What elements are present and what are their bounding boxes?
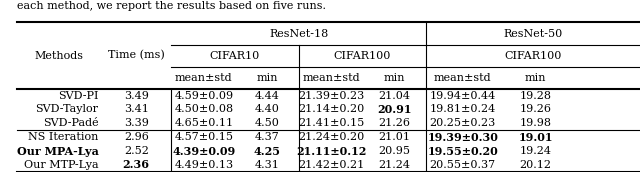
Text: 21.11±0.12: 21.11±0.12 (296, 146, 366, 157)
Text: Methods: Methods (35, 51, 83, 61)
Text: 4.59±0.09: 4.59±0.09 (174, 90, 234, 100)
Text: min: min (525, 73, 547, 83)
Text: 19.98: 19.98 (520, 118, 552, 128)
Text: 19.01: 19.01 (518, 132, 553, 143)
Text: 2.52: 2.52 (124, 146, 148, 156)
Text: 20.25±0.23: 20.25±0.23 (429, 118, 496, 128)
Text: 3.39: 3.39 (124, 118, 148, 128)
Text: 20.91: 20.91 (377, 104, 412, 115)
Text: 3.49: 3.49 (124, 90, 148, 100)
Text: mean±std: mean±std (302, 73, 360, 83)
Text: CIFAR100: CIFAR100 (504, 51, 561, 61)
Text: 21.26: 21.26 (378, 118, 410, 128)
Text: 4.49±0.13: 4.49±0.13 (174, 160, 234, 170)
Text: 4.31: 4.31 (255, 160, 280, 170)
Text: 19.39±0.30: 19.39±0.30 (428, 132, 498, 143)
Text: 21.14±0.20: 21.14±0.20 (298, 104, 364, 114)
Text: 3.41: 3.41 (124, 104, 148, 114)
Text: 2.36: 2.36 (123, 159, 150, 170)
Text: 4.37: 4.37 (255, 132, 280, 142)
Text: Time (ms): Time (ms) (108, 50, 164, 61)
Text: CIFAR10: CIFAR10 (210, 51, 260, 61)
Text: 4.44: 4.44 (255, 90, 280, 100)
Text: 4.50: 4.50 (255, 118, 280, 128)
Text: mean±std: mean±std (434, 73, 492, 83)
Text: 21.04: 21.04 (378, 90, 410, 100)
Text: NS Iteration: NS Iteration (28, 132, 99, 142)
Text: 20.55±0.37: 20.55±0.37 (429, 160, 496, 170)
Text: 20.12: 20.12 (520, 160, 552, 170)
Text: 19.26: 19.26 (520, 104, 552, 114)
Text: 20.95: 20.95 (378, 146, 410, 156)
Text: 21.24: 21.24 (378, 160, 410, 170)
Text: each method, we report the results based on five runs.: each method, we report the results based… (17, 1, 326, 11)
Text: 19.94±0.44: 19.94±0.44 (429, 90, 496, 100)
Text: 21.24±0.20: 21.24±0.20 (298, 132, 364, 142)
Text: CIFAR100: CIFAR100 (333, 51, 391, 61)
Text: 4.65±0.11: 4.65±0.11 (174, 118, 234, 128)
Text: 21.01: 21.01 (378, 132, 410, 142)
Text: 21.41±0.15: 21.41±0.15 (298, 118, 364, 128)
Text: min: min (257, 73, 278, 83)
Text: ResNet-18: ResNet-18 (269, 29, 328, 39)
Text: 4.57±0.15: 4.57±0.15 (174, 132, 234, 142)
Text: 4.39±0.09: 4.39±0.09 (172, 146, 236, 157)
Text: Our MPA-Lya: Our MPA-Lya (17, 146, 99, 157)
Text: 21.42±0.21: 21.42±0.21 (298, 160, 364, 170)
Text: SVD-Taylor: SVD-Taylor (36, 104, 99, 114)
Text: 19.24: 19.24 (520, 146, 552, 156)
Text: Our MTP-Lya: Our MTP-Lya (24, 160, 99, 170)
Text: SVD-Padé: SVD-Padé (43, 118, 99, 128)
Text: 2.96: 2.96 (124, 132, 148, 142)
Text: min: min (384, 73, 405, 83)
Text: 4.25: 4.25 (254, 146, 281, 157)
Text: 4.40: 4.40 (255, 104, 280, 114)
Text: 4.50±0.08: 4.50±0.08 (174, 104, 234, 114)
Text: 19.28: 19.28 (520, 90, 552, 100)
Text: 19.55±0.20: 19.55±0.20 (428, 146, 498, 157)
Text: SVD-PI: SVD-PI (58, 90, 99, 100)
Text: ResNet-50: ResNet-50 (503, 29, 563, 39)
Text: 21.39±0.23: 21.39±0.23 (298, 90, 364, 100)
Text: 19.81±0.24: 19.81±0.24 (429, 104, 496, 114)
Text: mean±std: mean±std (175, 73, 233, 83)
